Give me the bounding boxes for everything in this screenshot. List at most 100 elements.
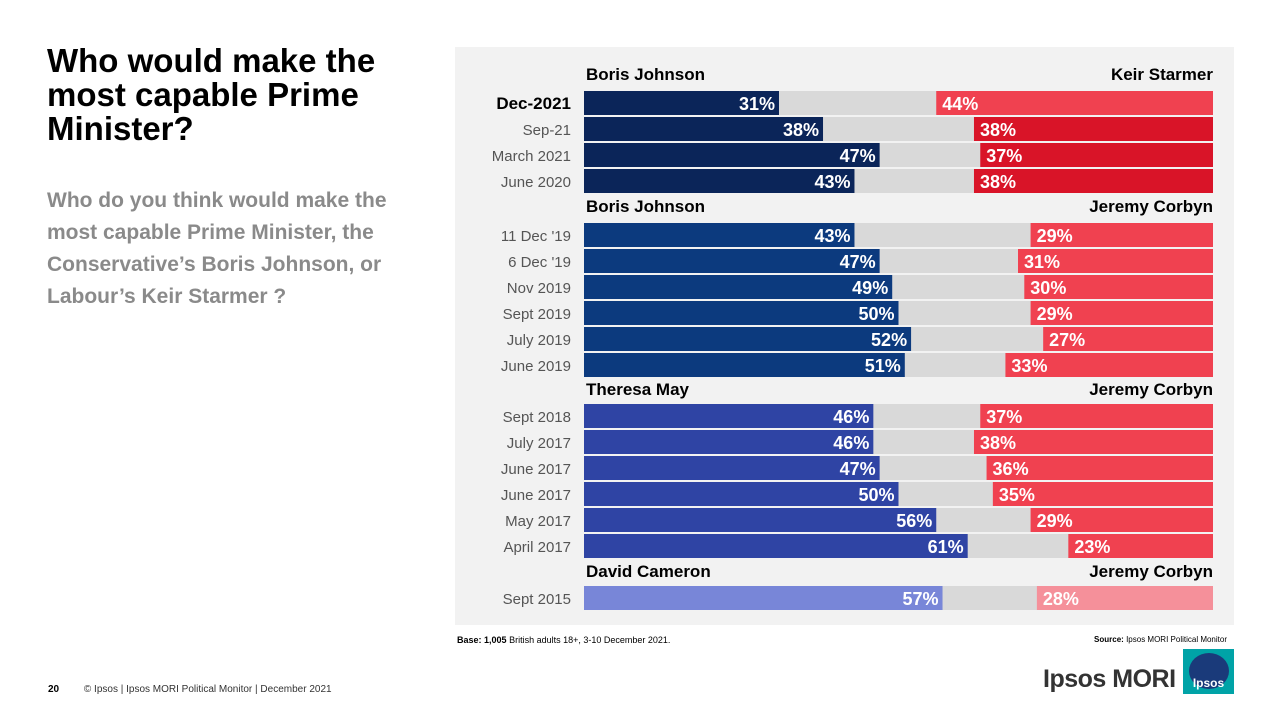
bar-right [936,91,1213,115]
bar-left [584,508,937,532]
source-note: Source: Ipsos MORI Political Monitor [1094,635,1227,644]
bar-left [584,249,880,273]
logo-word: Ipsos [1192,676,1225,690]
bar-right [1030,223,1213,247]
bar-right [973,117,1213,141]
source-label: Source: [1094,635,1124,644]
right-leader-label: Keir Starmer [1111,65,1213,84]
bar-right [1068,534,1213,558]
left-leader-label: Theresa May [586,380,690,399]
row-label: June 2017 [501,487,571,504]
bar-right [1030,508,1213,532]
bar-right [986,456,1213,480]
bar-left-value: 38% [783,120,819,140]
bar-left [584,404,874,428]
row-label: 6 Dec '19 [508,254,571,271]
question-text: Who do you think would make the most cap… [47,189,387,308]
bar-right [992,482,1213,506]
bar-right-value: 29% [1037,226,1073,246]
bar-right [1024,275,1213,299]
bar-left [584,275,893,299]
bar-left-value: 56% [896,511,932,531]
row-label: July 2019 [507,332,571,349]
left-leader-label: Boris Johnson [586,65,705,84]
bar-right [1036,586,1213,610]
row-label: March 2021 [492,148,571,165]
right-leader-label: Jeremy Corbyn [1089,380,1213,399]
footer: 20 © Ipsos | Ipsos MORI Political Monito… [48,684,332,695]
bar-left [584,327,912,351]
bar-left-value: 49% [852,278,888,298]
bar-right [973,430,1213,454]
page-title: Who would make the most capable Prime Mi… [47,42,376,147]
ipsos-logo-icon: Ipsos [1183,649,1234,694]
bar-left [584,117,824,141]
bar-right-value: 29% [1037,304,1073,324]
bar-left-value: 43% [814,226,850,246]
bar-left [584,586,943,610]
base-rest: British adults 18+, 3-10 December 2021. [509,635,671,645]
bar-left-value: 47% [840,146,876,166]
right-leader-label: Jeremy Corbyn [1089,197,1213,216]
bar-right-value: 28% [1043,589,1079,609]
bar-left [584,430,874,454]
bar-left-value: 46% [833,433,869,453]
bar-right-value: 33% [1011,356,1047,376]
bar-right-value: 38% [980,172,1016,192]
row-label: Sept 2018 [503,409,571,426]
bar-right-value: 31% [1024,252,1060,272]
row-label: 11 Dec '19 [501,228,571,245]
bar-left-value: 50% [858,485,894,505]
row-label: Dec-2021 [496,94,571,113]
row-label: April 2017 [503,539,571,556]
bar-left [584,223,855,247]
row-label: Nov 2019 [507,280,571,297]
bar-right [973,169,1213,193]
bar-left-value: 51% [865,356,901,376]
bar-left [584,482,899,506]
bar-right [1005,353,1213,377]
right-leader-label: Jeremy Corbyn [1089,562,1213,581]
bar-right [980,404,1213,428]
footer-text: © Ipsos | Ipsos MORI Political Monitor |… [83,684,332,695]
bar-right-value: 37% [986,407,1022,427]
bar-left-value: 46% [833,407,869,427]
bar-right-value: 27% [1049,330,1085,350]
bar-left [584,169,855,193]
bar-left-value: 61% [928,537,964,557]
brand-name: Ipsos MORI [1043,665,1176,693]
bar-left-value: 57% [902,589,938,609]
bar-right-value: 38% [980,433,1016,453]
left-leader-label: David Cameron [586,562,711,581]
bar-left [584,301,899,325]
bar-left [584,91,779,115]
row-label: Sept 2015 [503,591,571,608]
page-number: 20 [48,684,60,695]
bar-right [1030,301,1213,325]
bar-left-value: 47% [840,252,876,272]
base-count: 1,005 [484,635,507,645]
bar-right [1043,327,1213,351]
bar-right-value: 44% [942,94,978,114]
base-label: Base: [457,635,482,645]
row-label: June 2019 [501,358,571,375]
row-label: June 2017 [501,461,571,478]
bar-right [980,143,1213,167]
bar-left [584,143,880,167]
bar-right-value: 38% [980,120,1016,140]
row-label: Sep-21 [523,122,571,139]
bar-left-value: 52% [871,330,907,350]
bar-left-value: 47% [840,459,876,479]
bar-right-value: 23% [1074,537,1110,557]
left-leader-label: Boris Johnson [586,197,705,216]
base-note: Base: 1,005 British adults 18+, 3-10 Dec… [457,635,670,645]
bar-right-value: 36% [993,459,1029,479]
bar-right-value: 30% [1030,278,1066,298]
bar-left-value: 43% [814,172,850,192]
bar-left-value: 31% [739,94,775,114]
bar-left [584,456,880,480]
bar-right-value: 37% [986,146,1022,166]
bar-left [584,353,905,377]
logo-blob [1189,653,1229,689]
